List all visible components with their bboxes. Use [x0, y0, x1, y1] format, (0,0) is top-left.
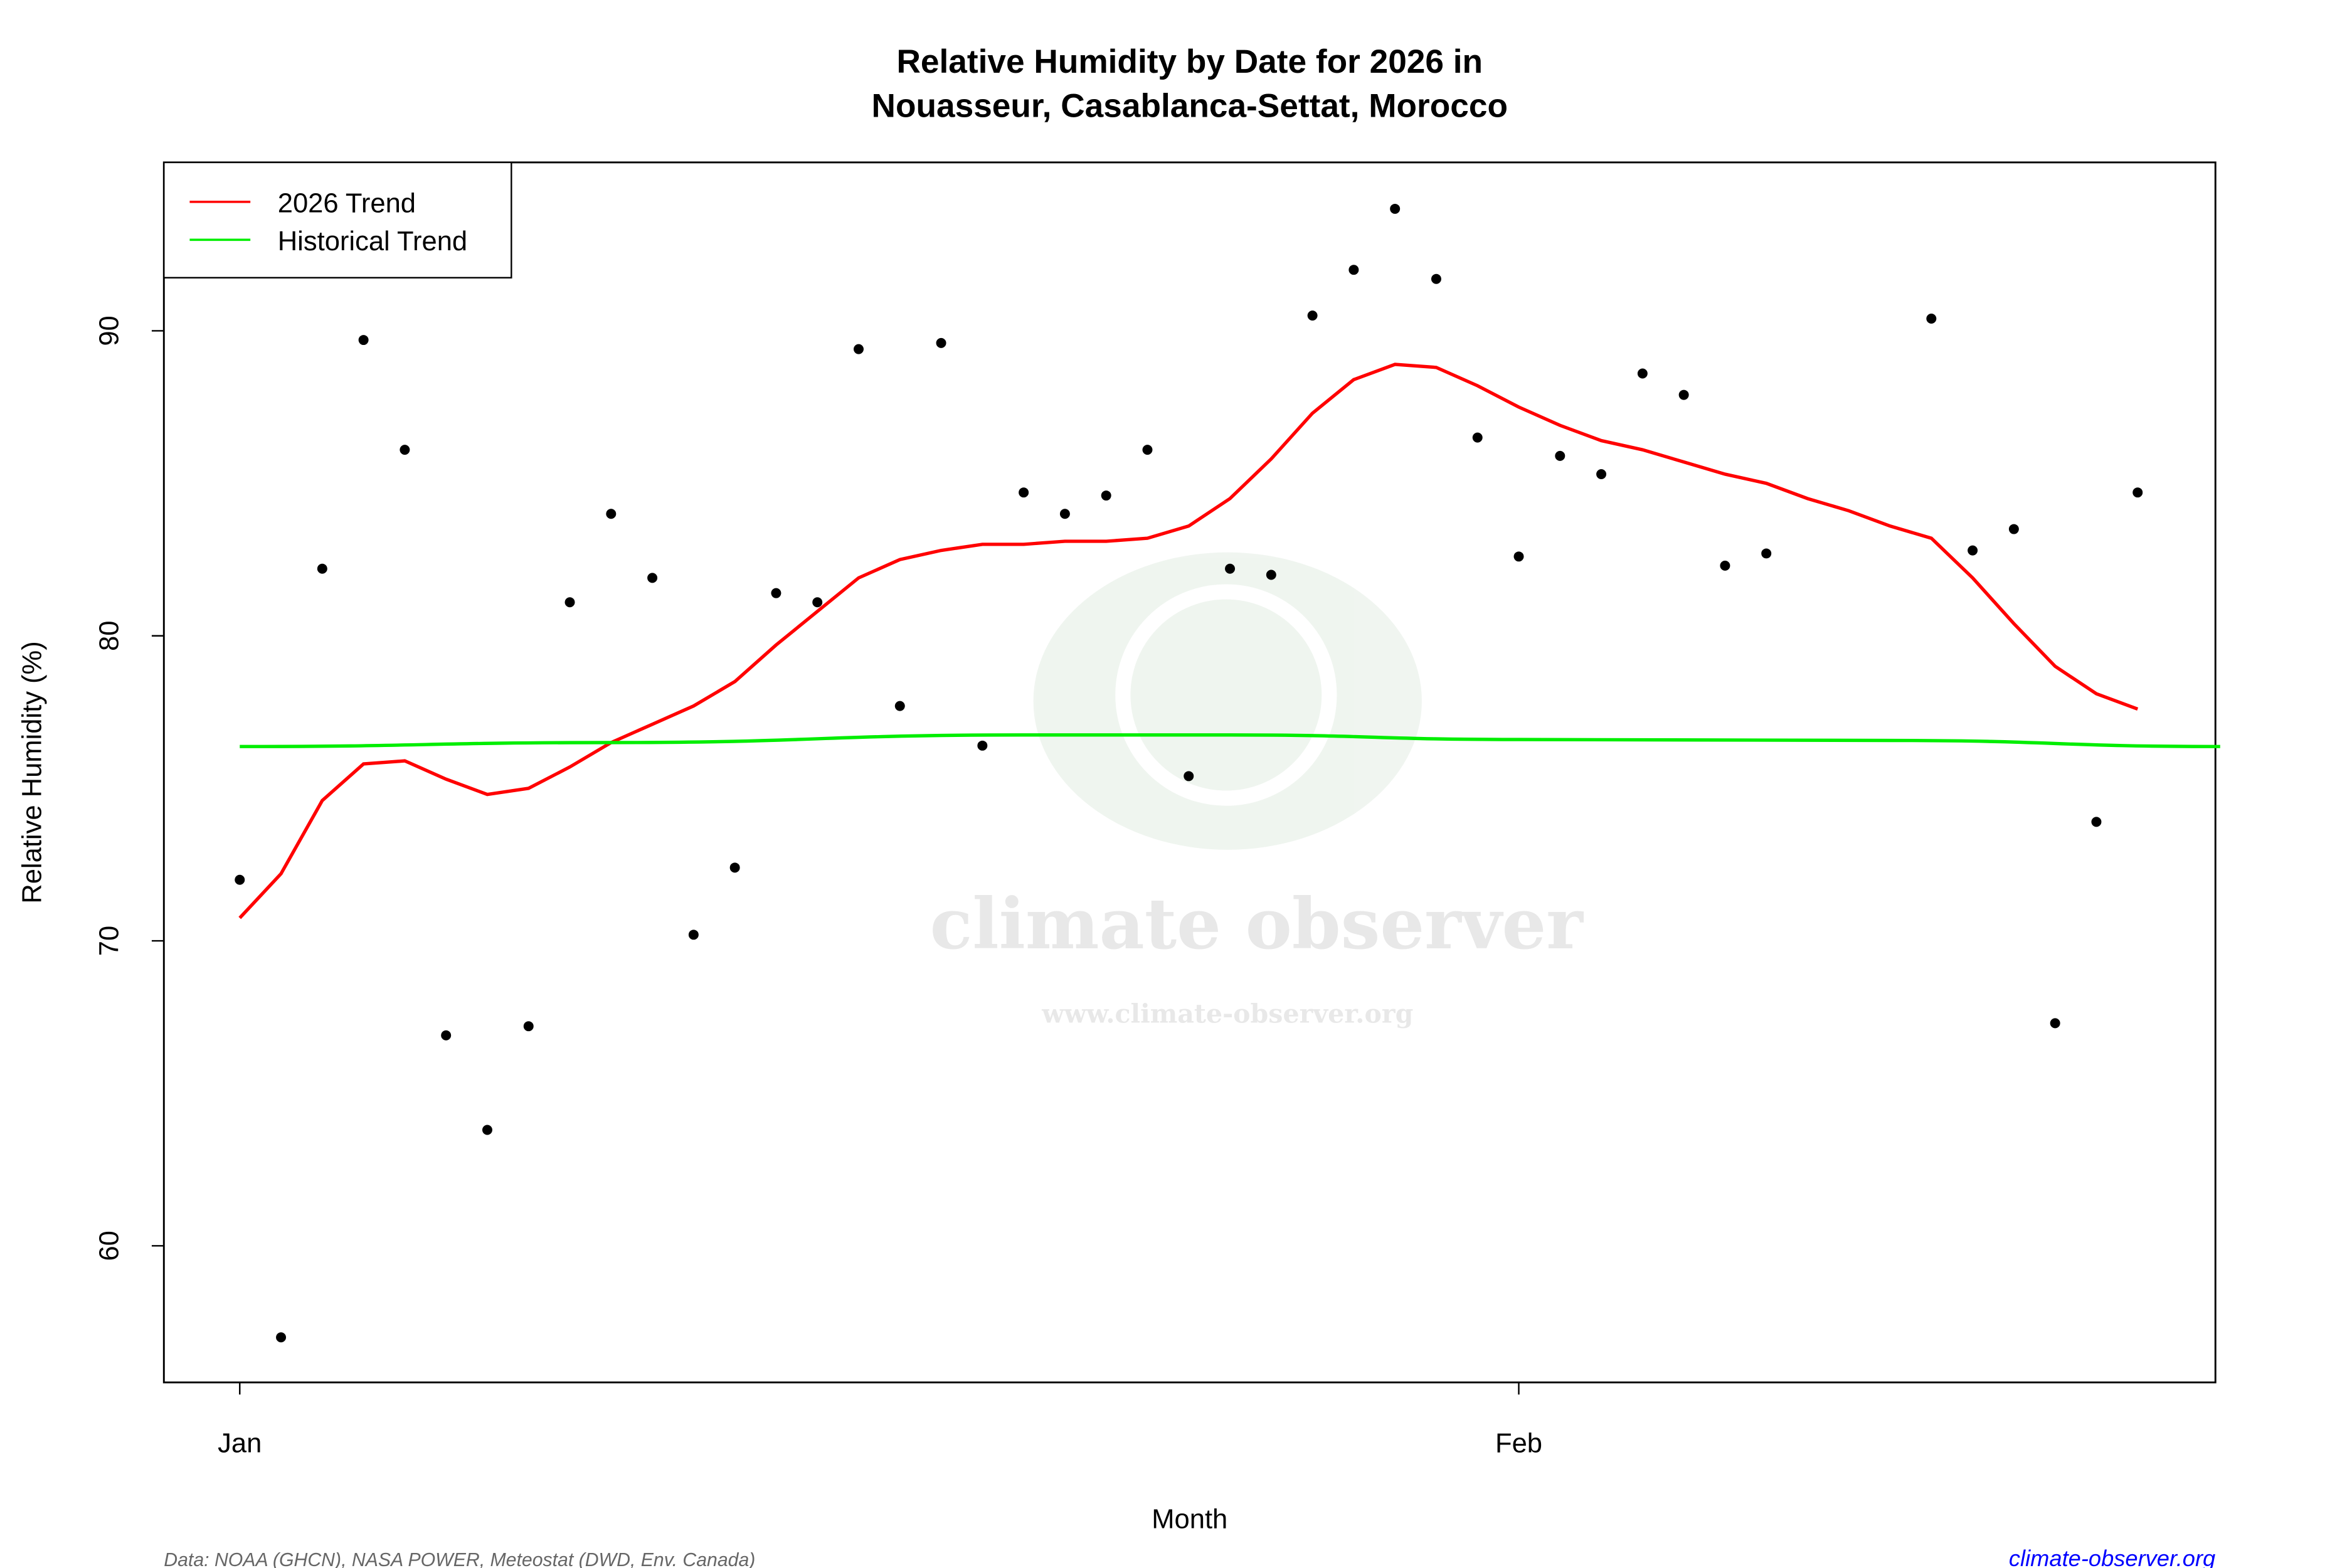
data-point	[1142, 445, 1153, 455]
plot-frame	[162, 161, 2217, 1384]
data-point	[1472, 432, 1483, 443]
y-tick-label: 90	[95, 315, 125, 346]
legend-box	[163, 161, 512, 278]
data-point	[1555, 450, 1565, 461]
footer-source: Data: NOAA (GHCN), NASA POWER, Meteostat…	[164, 1550, 755, 1568]
data-point	[235, 874, 245, 885]
data-point	[482, 1125, 492, 1135]
data-point	[1431, 273, 1441, 284]
x-tick-label: Jan	[218, 1428, 262, 1458]
y-axis: 60 70 80 90	[95, 315, 164, 1261]
legend-label-historical: Historical Trend	[278, 226, 467, 257]
data-point	[1101, 490, 1111, 501]
y-tick-label: 80	[95, 621, 125, 651]
chart-title-line1: Relative Humidity by Date for 2026 in	[896, 43, 1483, 80]
data-point	[2050, 1018, 2060, 1029]
data-point	[1761, 548, 1772, 559]
data-point	[441, 1030, 452, 1041]
data-point	[1266, 569, 1276, 580]
watermark-name: climate observer	[930, 884, 1584, 965]
data-point	[564, 597, 575, 608]
data-point	[2091, 817, 2102, 827]
data-point	[1596, 469, 1607, 479]
y-tick-label: 70	[95, 926, 125, 956]
trend-line-2026	[238, 363, 2139, 919]
data-point	[771, 588, 781, 598]
data-point	[688, 930, 699, 940]
data-point	[1019, 487, 1029, 498]
data-point	[1968, 545, 1978, 556]
watermark-logo	[1033, 552, 1422, 850]
data-point	[1184, 771, 1194, 781]
data-point	[1513, 551, 1524, 562]
data-point	[647, 573, 658, 583]
data-point	[1390, 203, 1401, 214]
data-point	[1926, 314, 1937, 324]
data-point	[729, 862, 740, 873]
data-point	[400, 445, 410, 455]
data-point	[1720, 560, 1730, 571]
chart-title-line2: Nouasseur, Casablanca-Settat, Morocco	[872, 87, 1508, 124]
data-point	[606, 509, 617, 519]
data-point	[1307, 310, 1318, 321]
data-point	[936, 337, 946, 348]
data-points	[235, 203, 2143, 1343]
data-point	[317, 563, 327, 574]
data-point	[977, 740, 988, 751]
watermark: climate observer www.climate-observer.or…	[930, 552, 1584, 1029]
data-point	[1637, 368, 1648, 379]
data-point	[1348, 265, 1359, 275]
trend-line-historical	[240, 733, 2220, 748]
data-point	[358, 335, 369, 346]
legend-label-2026: 2026 Trend	[278, 189, 416, 219]
footer-site-link[interactable]: climate-observer.org	[2009, 1545, 2215, 1568]
watermark-url: www.climate-observer.org	[1041, 999, 1413, 1029]
data-point	[1678, 389, 1689, 400]
x-axis: Jan Feb	[218, 1382, 1542, 1458]
globe-icon	[1115, 584, 1337, 806]
data-point	[854, 344, 864, 354]
y-tick-label: 60	[95, 1231, 125, 1261]
legend: 2026 Trend Historical Trend	[163, 161, 512, 278]
x-tick-label: Feb	[1495, 1428, 1542, 1458]
data-point	[2132, 487, 2143, 498]
x-axis-label: Month	[1152, 1504, 1227, 1534]
data-point	[812, 597, 823, 608]
data-point	[894, 701, 905, 711]
data-point	[276, 1332, 287, 1343]
data-point	[2008, 524, 2019, 534]
data-point	[1059, 509, 1070, 519]
y-axis-label: Relative Humidity (%)	[17, 641, 47, 903]
trend-lines	[238, 363, 2220, 919]
data-point	[1225, 563, 1236, 574]
data-point	[523, 1021, 534, 1032]
